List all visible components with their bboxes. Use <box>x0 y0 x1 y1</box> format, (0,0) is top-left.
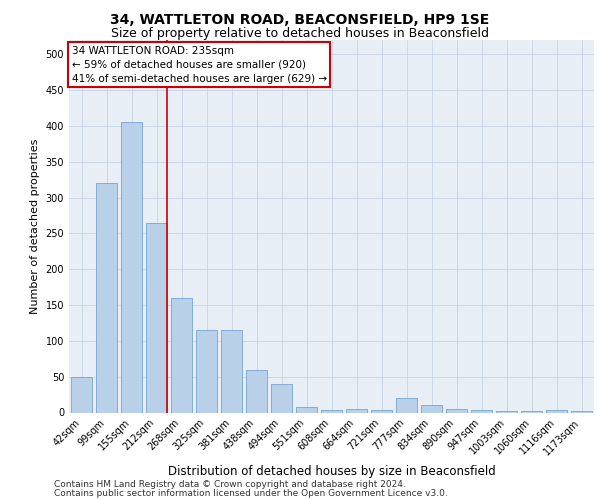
Bar <box>171 298 192 412</box>
Bar <box>96 184 117 412</box>
Bar <box>546 410 567 412</box>
Bar <box>146 222 167 412</box>
Bar <box>471 410 492 412</box>
Bar <box>496 411 517 412</box>
Bar <box>371 410 392 412</box>
Bar <box>121 122 142 412</box>
Bar <box>71 376 92 412</box>
Bar <box>571 411 592 412</box>
Text: Size of property relative to detached houses in Beaconsfield: Size of property relative to detached ho… <box>111 28 489 40</box>
Bar <box>346 409 367 412</box>
Bar <box>246 370 267 412</box>
Bar <box>221 330 242 412</box>
Bar <box>421 406 442 412</box>
Y-axis label: Number of detached properties: Number of detached properties <box>30 138 40 314</box>
X-axis label: Distribution of detached houses by size in Beaconsfield: Distribution of detached houses by size … <box>167 465 496 478</box>
Text: 34 WATTLETON ROAD: 235sqm
← 59% of detached houses are smaller (920)
41% of semi: 34 WATTLETON ROAD: 235sqm ← 59% of detac… <box>71 46 327 84</box>
Bar <box>446 409 467 412</box>
Text: Contains HM Land Registry data © Crown copyright and database right 2024.: Contains HM Land Registry data © Crown c… <box>54 480 406 489</box>
Bar <box>321 410 342 412</box>
Text: 34, WATTLETON ROAD, BEACONSFIELD, HP9 1SE: 34, WATTLETON ROAD, BEACONSFIELD, HP9 1S… <box>110 12 490 26</box>
Bar <box>196 330 217 412</box>
Bar <box>396 398 417 412</box>
Bar <box>521 411 542 412</box>
Text: Contains public sector information licensed under the Open Government Licence v3: Contains public sector information licen… <box>54 488 448 498</box>
Bar <box>296 407 317 412</box>
Bar <box>271 384 292 412</box>
